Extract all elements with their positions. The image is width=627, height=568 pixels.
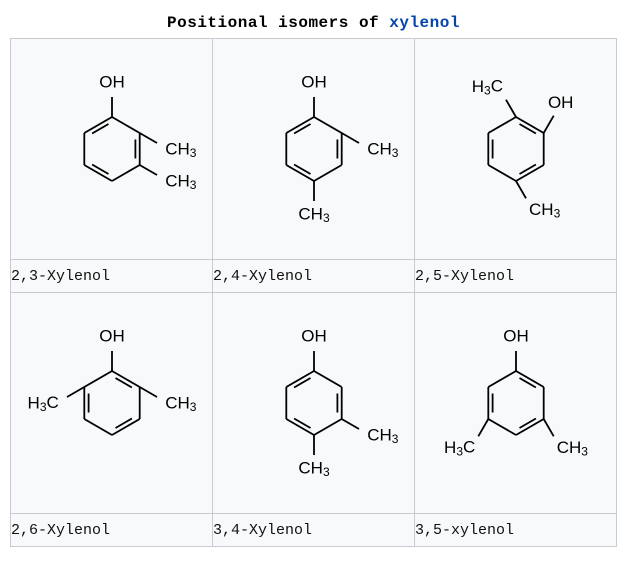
- isomer-table: OH CH3 CH3 OH CH3 CH3 OH H3C CH3 2,3-Xylenol2,4-X…: [10, 38, 617, 547]
- svg-text:H3C: H3C: [471, 77, 502, 98]
- isomer-label: 3,5-xylenol: [415, 514, 617, 547]
- svg-text:H3C: H3C: [444, 438, 475, 459]
- isomer-label: 2,3-Xylenol: [11, 260, 213, 293]
- svg-text:CH3: CH3: [165, 171, 197, 192]
- isomer-label: 2,5-Xylenol: [415, 260, 617, 293]
- structure-cell: OH H3C CH3: [415, 39, 617, 260]
- isomer-label: 2,6-Xylenol: [11, 514, 213, 547]
- svg-text:CH3: CH3: [298, 204, 330, 225]
- caption-link[interactable]: xylenol: [389, 14, 460, 32]
- svg-text:CH3: CH3: [165, 139, 197, 160]
- svg-text:H3C: H3C: [27, 393, 58, 414]
- svg-text:OH: OH: [503, 326, 529, 345]
- svg-text:OH: OH: [301, 72, 327, 91]
- svg-text:OH: OH: [547, 93, 573, 112]
- svg-text:OH: OH: [99, 72, 125, 91]
- svg-text:CH3: CH3: [556, 438, 588, 459]
- svg-text:CH3: CH3: [165, 393, 197, 414]
- structure-cell: OH CH3 H3C: [415, 293, 617, 514]
- svg-text:OH: OH: [99, 326, 125, 345]
- svg-text:CH3: CH3: [298, 458, 330, 479]
- isomer-table-wrapper: Positional isomers of xylenol OHCH3CH3OH…: [10, 10, 617, 547]
- svg-text:CH3: CH3: [367, 425, 399, 446]
- structure-cell: OH CH3 H3C: [11, 293, 213, 514]
- svg-text:OH: OH: [301, 326, 327, 345]
- svg-text:CH3: CH3: [529, 200, 561, 221]
- svg-text:CH3: CH3: [367, 139, 399, 160]
- caption-prefix: Positional isomers of: [167, 14, 389, 32]
- structure-cell: OH CH3 CH3: [11, 39, 213, 260]
- structure-cell: OH CH3 CH3: [213, 293, 415, 514]
- structure-cell: OH CH3 CH3: [213, 39, 415, 260]
- table-caption: Positional isomers of xylenol: [10, 10, 617, 38]
- isomer-label: 2,4-Xylenol: [213, 260, 415, 293]
- isomer-label: 3,4-Xylenol: [213, 514, 415, 547]
